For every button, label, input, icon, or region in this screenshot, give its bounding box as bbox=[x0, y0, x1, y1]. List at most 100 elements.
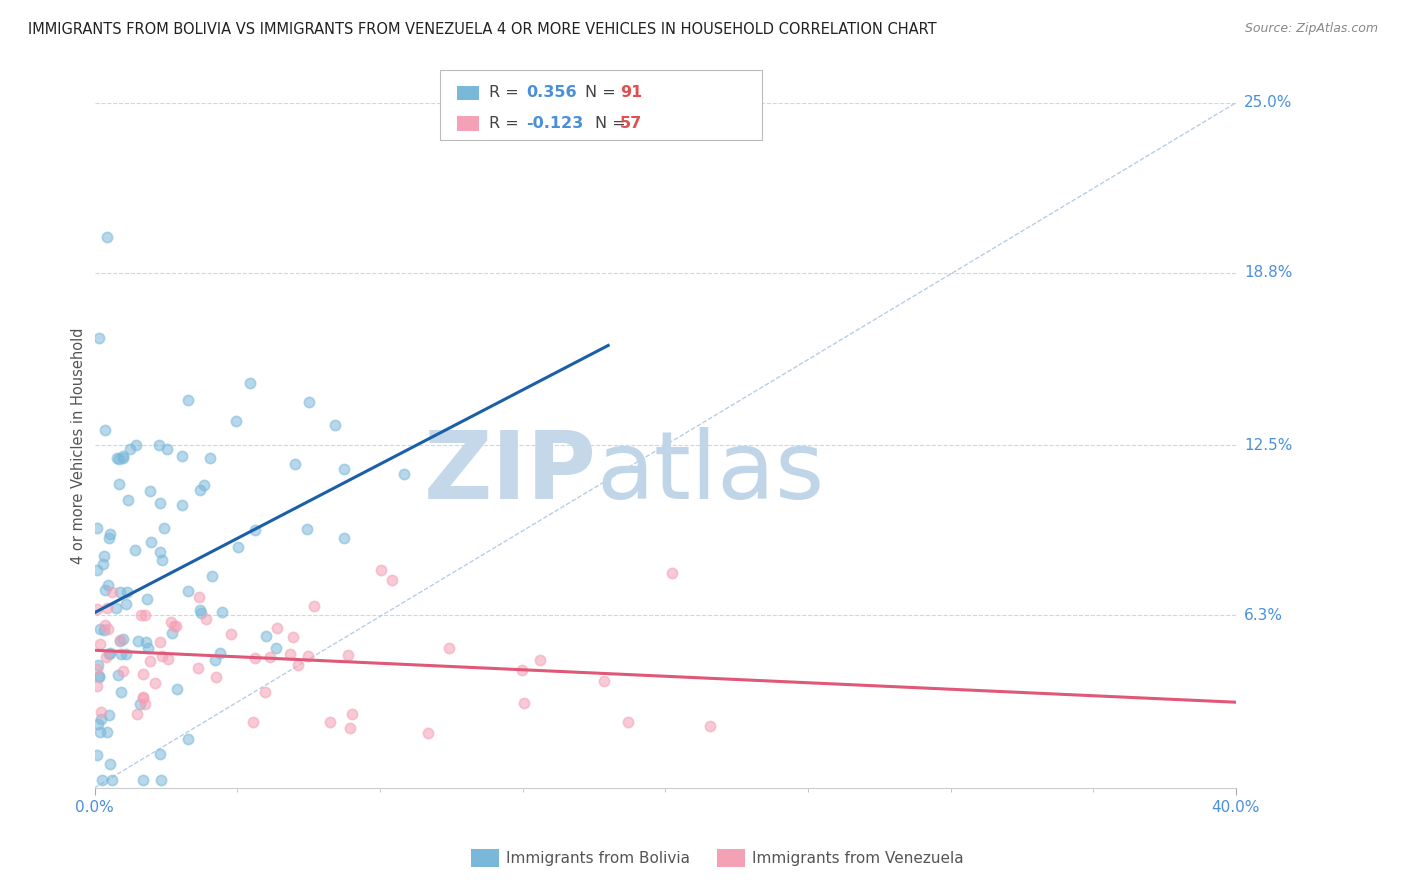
Point bbox=[86, 520, 108, 534]
Point bbox=[89, 331, 111, 345]
Point bbox=[188, 591, 211, 605]
Point bbox=[187, 661, 209, 675]
Point bbox=[323, 417, 346, 432]
Point bbox=[131, 690, 153, 704]
Point bbox=[93, 549, 115, 564]
Point bbox=[90, 712, 112, 726]
Point bbox=[97, 578, 120, 592]
Point bbox=[340, 707, 363, 722]
Text: ZIP: ZIP bbox=[423, 426, 596, 518]
Point bbox=[129, 697, 152, 711]
Text: N =: N = bbox=[595, 116, 631, 131]
Text: 18.8%: 18.8% bbox=[1244, 265, 1292, 280]
Point bbox=[107, 668, 129, 682]
Point bbox=[97, 622, 120, 636]
Point bbox=[149, 635, 172, 649]
Text: 91: 91 bbox=[620, 86, 643, 100]
Point bbox=[125, 706, 148, 721]
Point bbox=[381, 573, 404, 587]
Point bbox=[105, 451, 128, 466]
Point bbox=[90, 705, 112, 719]
Point bbox=[295, 522, 318, 536]
Point bbox=[201, 569, 224, 583]
Point bbox=[89, 622, 111, 636]
Point bbox=[245, 651, 267, 665]
Point bbox=[156, 442, 179, 457]
Point bbox=[529, 653, 551, 667]
Text: IMMIGRANTS FROM BOLIVIA VS IMMIGRANTS FROM VENEZUELA 4 OR MORE VEHICLES IN HOUSE: IMMIGRANTS FROM BOLIVIA VS IMMIGRANTS FR… bbox=[28, 22, 936, 37]
Point bbox=[339, 721, 361, 735]
Point bbox=[259, 649, 281, 664]
Point bbox=[139, 534, 162, 549]
Point bbox=[93, 623, 115, 637]
Point bbox=[86, 663, 108, 677]
Point bbox=[90, 772, 112, 787]
Point bbox=[136, 592, 159, 607]
Text: 12.5%: 12.5% bbox=[1244, 438, 1292, 453]
Point bbox=[160, 626, 183, 640]
Point bbox=[177, 393, 200, 408]
Point bbox=[239, 376, 262, 390]
Text: Immigrants from Bolivia: Immigrants from Bolivia bbox=[506, 851, 690, 865]
Point bbox=[111, 664, 134, 678]
Point bbox=[198, 450, 221, 465]
Text: 25.0%: 25.0% bbox=[1244, 95, 1292, 111]
Point bbox=[111, 632, 134, 646]
Text: 57: 57 bbox=[620, 116, 643, 131]
Point bbox=[153, 520, 176, 534]
Point bbox=[513, 696, 536, 710]
Point bbox=[135, 635, 157, 649]
Point bbox=[115, 647, 138, 661]
Point bbox=[159, 615, 181, 629]
Point bbox=[104, 600, 127, 615]
Point bbox=[150, 648, 173, 663]
Point bbox=[100, 772, 122, 787]
Point bbox=[132, 772, 155, 787]
Point bbox=[204, 653, 226, 667]
Point bbox=[298, 395, 321, 409]
Point bbox=[96, 724, 118, 739]
Point bbox=[100, 757, 122, 772]
Text: atlas: atlas bbox=[596, 426, 825, 518]
Point bbox=[110, 685, 132, 699]
Point bbox=[661, 566, 683, 580]
Point bbox=[166, 681, 188, 696]
Point bbox=[177, 584, 200, 599]
Point bbox=[332, 531, 354, 545]
Point bbox=[134, 698, 156, 712]
Point bbox=[266, 640, 288, 655]
Point bbox=[150, 553, 173, 567]
Point bbox=[149, 545, 172, 559]
Point bbox=[188, 603, 211, 617]
Point bbox=[125, 438, 148, 452]
Point bbox=[284, 457, 307, 471]
Point bbox=[156, 652, 179, 666]
Point bbox=[266, 621, 288, 635]
Point bbox=[616, 714, 638, 729]
Point bbox=[209, 646, 232, 660]
Point bbox=[94, 583, 117, 598]
Point bbox=[111, 449, 134, 463]
Point bbox=[318, 715, 340, 730]
Point bbox=[98, 527, 121, 541]
Point bbox=[593, 674, 616, 689]
Point bbox=[437, 640, 460, 655]
Point bbox=[96, 601, 118, 615]
Point bbox=[132, 667, 155, 681]
Point bbox=[370, 563, 392, 577]
Point bbox=[278, 647, 301, 661]
Point bbox=[94, 649, 117, 664]
Point bbox=[190, 606, 212, 620]
Point bbox=[148, 438, 170, 452]
Point bbox=[129, 607, 152, 622]
Point bbox=[132, 690, 155, 705]
Point bbox=[110, 585, 132, 599]
Point bbox=[148, 496, 170, 510]
Point bbox=[211, 605, 233, 619]
Point bbox=[118, 442, 141, 456]
Point bbox=[297, 649, 319, 664]
Point bbox=[86, 748, 108, 763]
Point bbox=[124, 542, 146, 557]
Point bbox=[115, 597, 138, 611]
Point bbox=[333, 461, 356, 475]
